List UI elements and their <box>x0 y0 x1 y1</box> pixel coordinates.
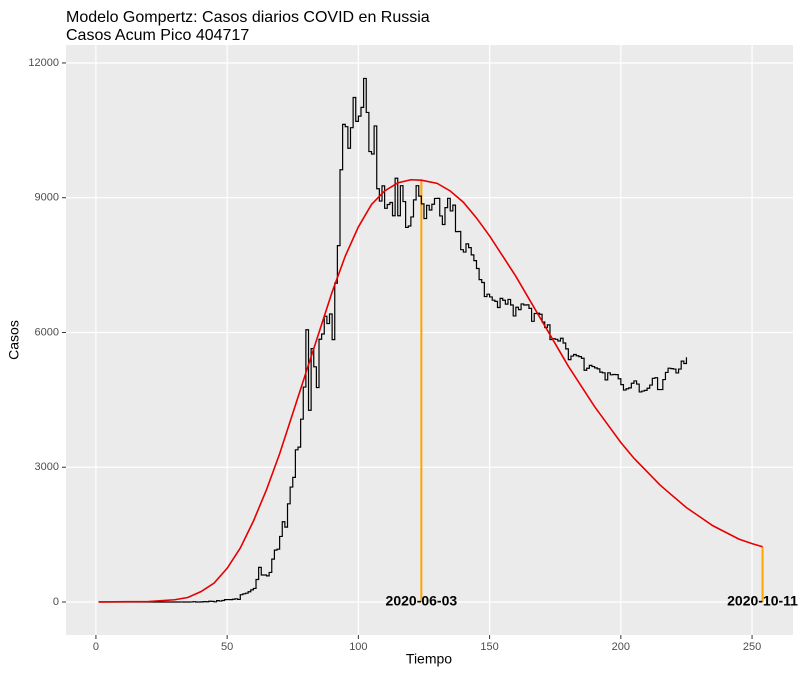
model-curve <box>98 178 763 603</box>
x-tick-label: 250 <box>743 641 761 653</box>
daily-cases-line <box>98 77 688 603</box>
chart-title: Modelo Gompertz: Casos diarios COVID en … <box>66 9 430 26</box>
y-tick-label: 6000 <box>35 326 59 338</box>
x-tick-label: 100 <box>349 641 367 653</box>
chart-subtitle: Casos Acum Pico 404717 <box>66 27 249 44</box>
y-tick-label: 3000 <box>35 461 59 473</box>
y-tick-label: 12000 <box>28 57 59 69</box>
y-tick-label: 0 <box>53 596 59 608</box>
y-tick-label: 9000 <box>35 192 59 204</box>
x-tick-label: 200 <box>612 641 630 653</box>
date-label: 2020-10-11 <box>727 593 798 609</box>
x-tick-label: 50 <box>221 641 233 653</box>
date-label: 2020-06-03 <box>386 593 458 609</box>
x-axis-label: Tiempo <box>406 651 452 667</box>
y-axis-label: Casos <box>6 320 22 360</box>
x-tick-label: 150 <box>480 641 498 653</box>
x-tick-label: 0 <box>93 641 99 653</box>
panel <box>66 45 793 635</box>
